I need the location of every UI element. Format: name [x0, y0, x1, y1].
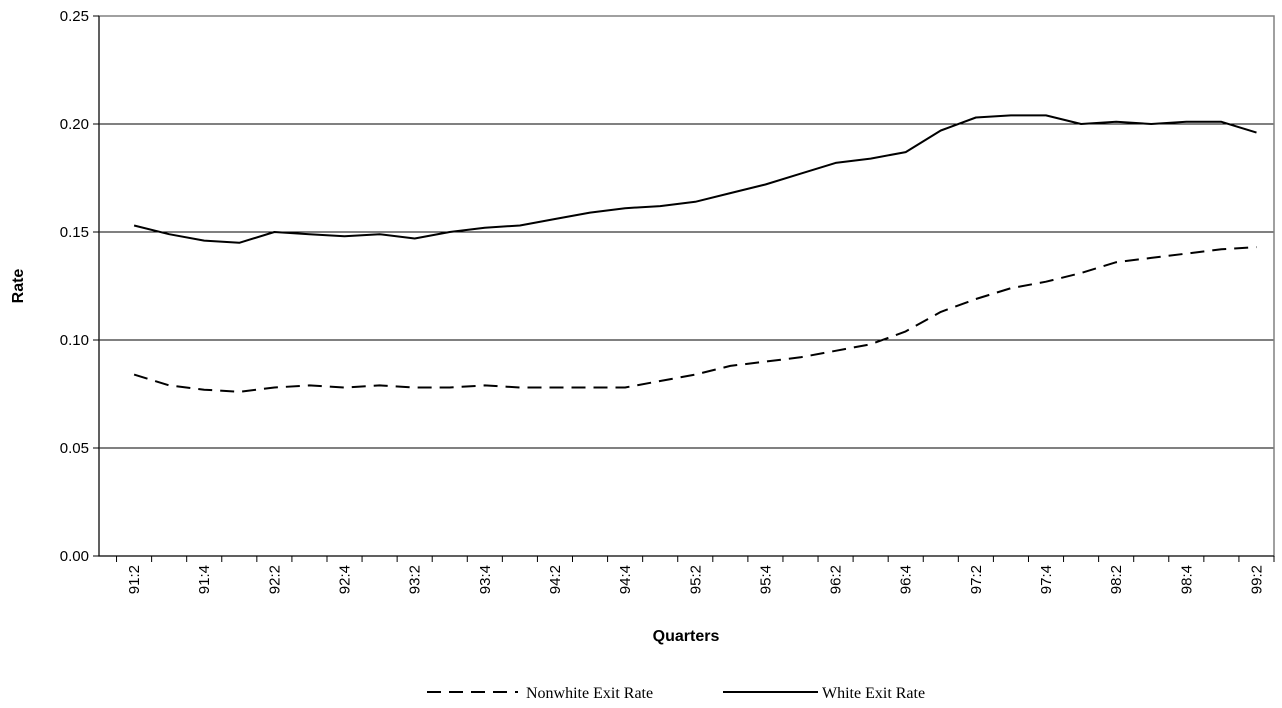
y-tick-labels: 0.00 0.05 0.10 0.15 0.20 0.25: [60, 8, 89, 565]
x-tick-label: 98:2: [1108, 565, 1125, 594]
x-tick-label: 97:2: [968, 565, 985, 594]
y-tick-label: 0.10: [60, 332, 89, 349]
legend-label-white: White Exit Rate: [822, 685, 925, 702]
legend-label-nonwhite: Nonwhite Exit Rate: [526, 685, 653, 702]
series-line-0: [133, 246, 1257, 393]
x-tick-label: 92:2: [266, 565, 283, 594]
x-axis-title: Quarters: [653, 628, 720, 645]
series-line-1: [133, 114, 1257, 244]
x-tick-label: 92:4: [337, 565, 354, 594]
y-tick-label: 0.05: [60, 440, 89, 457]
y-tick-label: 0.00: [60, 548, 89, 565]
x-tick-label: 94:4: [617, 565, 634, 594]
x-tick-label: 96:4: [898, 565, 915, 594]
x-tick-label: 91:2: [126, 565, 143, 594]
axes: [93, 15, 1275, 562]
x-tick-label: 93:4: [477, 565, 494, 594]
x-tick-label: 98:4: [1178, 565, 1195, 594]
plot-area: [98, 15, 1275, 557]
x-tick-label: 96:2: [828, 565, 845, 594]
x-tick-labels: 91:2 91:4 92:2 92:4 93:2 93:4 94:2 94:4 95:2 95:4…: [126, 565, 1265, 594]
y-tick-label: 0.25: [60, 8, 89, 25]
y-axis-title: Rate: [10, 269, 27, 304]
y-tick-label: 0.20: [60, 116, 89, 133]
gridlines: [99, 123, 1274, 449]
x-tick-label: 95:4: [757, 565, 774, 594]
x-tick-label: 99:2: [1248, 565, 1265, 594]
legend: Nonwhite Exit Rate White Exit Rate: [427, 685, 925, 702]
y-tick-label: 0.15: [60, 224, 89, 241]
x-tick-label: 97:4: [1038, 565, 1055, 594]
series-lines: [133, 114, 1257, 393]
x-tick-label: 93:2: [407, 565, 424, 594]
x-tick-label: 95:2: [687, 565, 704, 594]
x-tick-label: 94:2: [547, 565, 564, 594]
x-tick-label: 91:4: [196, 565, 213, 594]
